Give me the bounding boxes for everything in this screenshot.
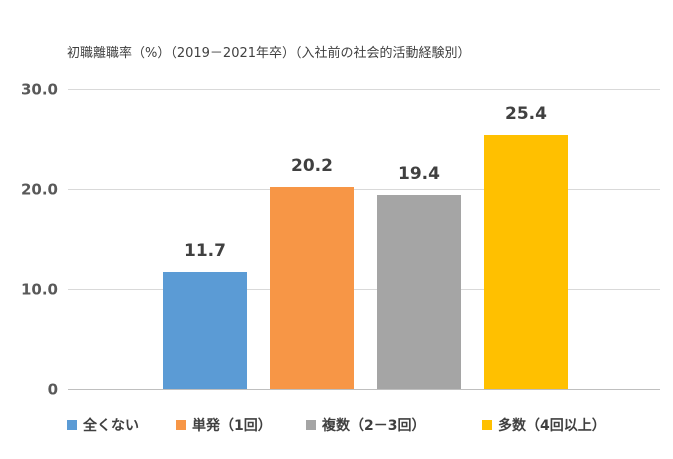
legend-label-4: 多数（4回以上）	[498, 417, 606, 434]
data-labels: 11.7 20.2 19.4 25.4	[184, 104, 547, 261]
legend-label-2: 単発（1回）	[192, 417, 272, 434]
legend-label-3: 複数（2－3回）	[321, 417, 425, 434]
bars	[163, 135, 568, 389]
legend: 全くない 単発（1回） 複数（2－3回） 多数（4回以上）	[67, 417, 606, 434]
y-axis-ticks: 0 10.0 20.0 30.0	[21, 81, 58, 399]
bar-4	[484, 135, 568, 389]
legend-label-1: 全くない	[82, 417, 139, 434]
y-tick-label-0: 0	[48, 381, 58, 399]
legend-swatch-4	[482, 420, 492, 430]
y-tick-label-2: 20.0	[21, 181, 58, 199]
bar-3	[377, 195, 461, 389]
data-label-2: 20.2	[291, 156, 333, 176]
y-tick-label-3: 30.0	[21, 81, 58, 99]
legend-swatch-2	[176, 420, 186, 430]
legend-swatch-3	[306, 420, 316, 430]
bar-1	[163, 272, 247, 389]
data-label-4: 25.4	[505, 104, 547, 124]
data-label-1: 11.7	[184, 241, 226, 261]
bar-2	[270, 187, 354, 389]
data-label-3: 19.4	[398, 164, 440, 184]
chart-title: 初職離職率（%）（2019－2021年卒）（入社前の社会的活動経験別）	[67, 45, 471, 61]
y-tick-label-1: 10.0	[21, 281, 58, 299]
legend-swatch-1	[67, 420, 77, 430]
gridlines	[68, 89, 660, 390]
